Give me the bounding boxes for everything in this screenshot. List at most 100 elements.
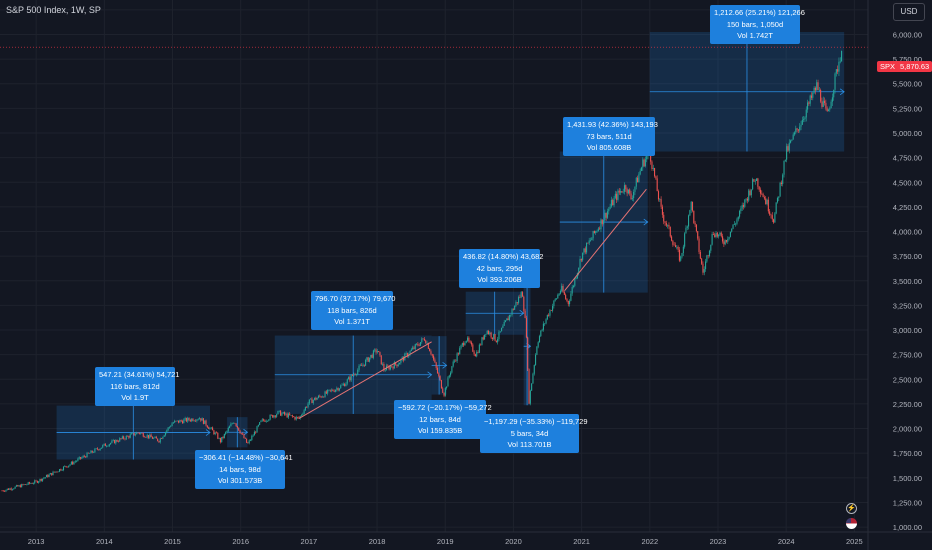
- candle-body: [366, 357, 368, 360]
- candle-body: [552, 306, 554, 311]
- candle-body: [638, 174, 640, 183]
- candle-body: [502, 325, 504, 328]
- candle-body: [694, 222, 696, 225]
- candle-body: [205, 420, 207, 426]
- candle-body: [235, 423, 237, 427]
- candle-body: [327, 390, 329, 394]
- candle-body: [4, 491, 6, 492]
- candle-body: [230, 423, 232, 427]
- candle-body: [546, 314, 548, 320]
- candle-body: [591, 238, 593, 241]
- candle-body: [548, 314, 550, 316]
- currency-button[interactable]: USD: [893, 3, 925, 21]
- candle-body: [56, 471, 58, 473]
- candle-body: [297, 416, 299, 418]
- candle-body: [62, 466, 65, 471]
- candle-body: [434, 359, 436, 363]
- candle-body: [91, 450, 93, 453]
- candle-body: [130, 433, 133, 435]
- candle-body: [321, 396, 323, 398]
- candle-body: [765, 198, 767, 205]
- candle-body: [200, 418, 202, 421]
- candle-body: [584, 248, 586, 253]
- candle-body: [227, 427, 229, 431]
- measure-label-volume: Vol 1.9T: [121, 393, 149, 402]
- candle-body: [450, 372, 452, 376]
- price-tick-label: 5,750.00: [893, 55, 922, 64]
- candle-body: [328, 389, 330, 391]
- candle-body: [206, 425, 208, 428]
- candle-body: [31, 483, 33, 484]
- candle-body: [701, 258, 703, 264]
- candle-body: [477, 352, 479, 353]
- candle-body: [391, 366, 393, 367]
- candle-body: [839, 61, 841, 63]
- candle-body: [668, 224, 670, 227]
- candle-body: [542, 323, 544, 330]
- candle-body: [129, 434, 131, 438]
- candle-body: [361, 365, 363, 366]
- lightning-icon[interactable]: ⚡: [846, 503, 857, 514]
- candle-body: [370, 354, 372, 358]
- candle-body: [555, 298, 558, 300]
- candle-body: [334, 389, 337, 392]
- candle-body: [639, 170, 641, 175]
- candle-body: [61, 470, 63, 471]
- candle-body: [175, 420, 177, 422]
- candle-body: [183, 419, 185, 424]
- candle-body: [193, 420, 195, 422]
- candle-body: [209, 428, 211, 429]
- candle-body: [51, 473, 53, 476]
- candle-body: [295, 416, 297, 420]
- candle-body: [733, 224, 735, 225]
- candle-body: [527, 337, 529, 370]
- candle-body: [524, 310, 526, 318]
- measure-label-volume: Vol 159.835B: [417, 426, 463, 435]
- candle-body: [561, 285, 563, 291]
- us-flag-icon[interactable]: [846, 518, 857, 529]
- candle-body: [55, 471, 57, 473]
- measure-label-bars: 118 bars, 826d: [327, 305, 377, 315]
- candle-body: [103, 443, 105, 446]
- candle-body: [379, 352, 381, 356]
- candle-body: [808, 102, 810, 104]
- measure-box-arrow: [427, 371, 433, 379]
- candle-body: [283, 412, 286, 415]
- candle-body: [571, 286, 573, 294]
- candle-body: [231, 423, 233, 424]
- candle-body: [831, 97, 833, 102]
- candle-body: [95, 448, 97, 449]
- candle-body: [835, 69, 837, 74]
- candle-body: [162, 436, 164, 439]
- candle-body: [576, 272, 578, 279]
- measure-label: 436.82 (14.80%) 43,682 42 bars, 295d Vol…: [459, 249, 543, 288]
- candle-body: [302, 413, 304, 416]
- candle-body: [770, 214, 772, 216]
- candle-body: [374, 349, 376, 351]
- candle-body: [550, 310, 552, 311]
- candle-body: [622, 191, 624, 193]
- candle-body: [737, 216, 739, 220]
- candle-body: [355, 374, 357, 375]
- candle-body: [753, 179, 755, 182]
- candle-body: [117, 441, 119, 443]
- candle-body: [710, 244, 712, 251]
- candle-body: [452, 361, 454, 367]
- candle-body: [300, 415, 303, 416]
- candle-body: [572, 285, 575, 287]
- trend-line: [298, 341, 432, 420]
- candle-body: [363, 364, 365, 366]
- candle-body: [748, 190, 750, 201]
- candle-body: [429, 348, 431, 352]
- candle-body: [115, 439, 117, 444]
- candle-body: [601, 219, 603, 225]
- candle-body: [141, 433, 143, 434]
- candle-body: [39, 478, 41, 482]
- candle-body: [344, 384, 346, 387]
- measure-box-arrow: [205, 429, 211, 436]
- candle-body: [637, 177, 639, 183]
- candle-body: [444, 388, 446, 396]
- candle-body: [197, 419, 199, 420]
- measure-label-bars: 14 bars, 98d: [219, 464, 261, 474]
- candle-body: [280, 410, 282, 416]
